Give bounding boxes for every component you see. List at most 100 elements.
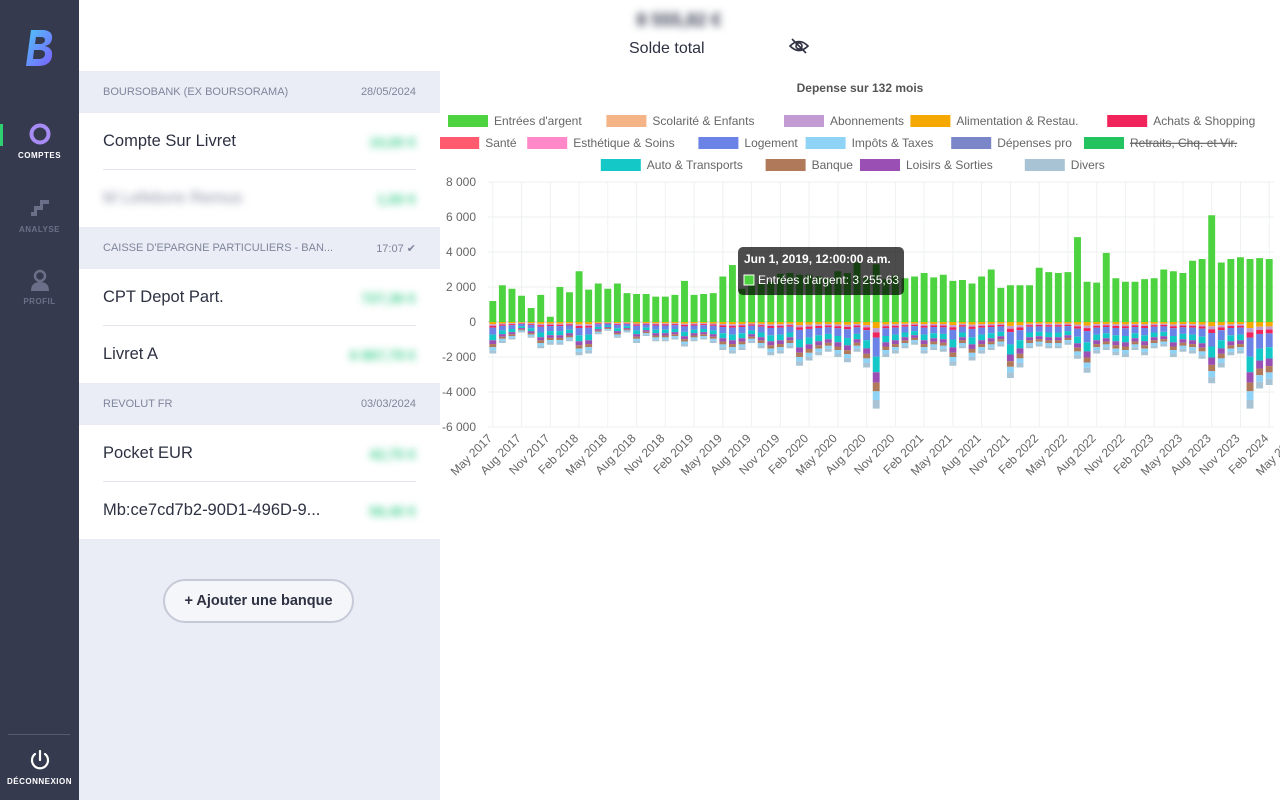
nav-analyse[interactable]: ANALYSE [0, 196, 79, 234]
expense-bar-segment [815, 324, 823, 326]
expense-bar-segment [1189, 325, 1196, 328]
expense-bar-segment [633, 325, 641, 331]
expense-bar-segment [661, 324, 669, 326]
logout-label: DÉCONNEXION [6, 777, 73, 786]
account-row[interactable]: CPT Depot Part. 727,36 € [79, 269, 440, 326]
income-bar [968, 283, 976, 322]
expense-bar-segment [987, 325, 995, 328]
expense-bar-segment [949, 347, 957, 353]
expense-chart[interactable]: Entrées d'argent Scolarité & Enfants Abonn… [440, 101, 1280, 531]
expense-bar-segment [872, 356, 880, 373]
expense-bar-segment [1074, 351, 1081, 356]
expense-bar-segment [1035, 341, 1043, 345]
expense-bar-segment [633, 340, 641, 343]
income-bar [709, 293, 717, 322]
expense-bar-segment [604, 323, 612, 326]
expense-bar-segment [1256, 360, 1264, 369]
nav-comptes[interactable]: COMPTES [0, 122, 79, 160]
expense-bar-segment [1150, 323, 1158, 326]
expense-bar-segment [681, 336, 688, 340]
expense-bar-segment [968, 322, 976, 325]
expense-bar-segment [939, 327, 947, 334]
expense-bar-segment [949, 325, 957, 328]
expense-bar-segment [1179, 324, 1187, 326]
expense-bar-segment [1006, 366, 1014, 373]
expense-bar-segment [920, 324, 928, 326]
expense-bar-segment [1035, 336, 1043, 340]
expense-bar-segment [642, 324, 650, 328]
expense-bar-segment [1121, 342, 1129, 347]
expense-bar-segment [824, 348, 832, 352]
expense-bar-segment [690, 329, 698, 334]
income-bar [1141, 279, 1149, 322]
expense-bar-segment [920, 322, 928, 325]
expense-bar-segment [882, 346, 890, 350]
account-row[interactable]: Livret A 6 867,79 € [79, 326, 440, 383]
expense-bar-segment [786, 332, 794, 338]
bank-name: BOURSOBANK (EX BOURSORAMA) [103, 86, 289, 98]
expense-bar-segment [939, 348, 947, 352]
expense-bar-segment [1198, 347, 1206, 352]
circle-icon [29, 123, 50, 145]
income-bar [978, 276, 986, 322]
expense-bar-segment [1141, 348, 1149, 352]
expense-bar-segment [518, 329, 525, 331]
account-row[interactable]: M Lefebvre Remus 1,50 € [79, 170, 440, 227]
expense-bar-segment [575, 351, 583, 356]
expense-bar-segment [997, 331, 1005, 337]
expense-bar-segment [537, 337, 545, 341]
expense-bar-segment [1198, 322, 1206, 325]
add-bank-button[interactable]: + Ajouter une banque [163, 579, 354, 623]
expense-bar-segment [872, 337, 880, 357]
expense-bar-segment [633, 336, 641, 339]
stairs-icon [30, 200, 49, 216]
account-row[interactable]: Mb:ce7cd7b2-90D1-496D-9... 56,40 € [79, 482, 440, 539]
expense-bar-segment [978, 334, 986, 341]
expense-bar-segment [728, 324, 736, 326]
expense-bar-segment [1131, 341, 1139, 345]
income-bar [546, 316, 554, 322]
expense-bar-segment [805, 348, 813, 353]
legend-swatch [1084, 137, 1124, 149]
expense-bar-segment [1121, 346, 1129, 350]
expense-bar-segment [661, 333, 669, 336]
expense-bar-segment [1150, 332, 1158, 338]
expense-bar-segment [518, 331, 525, 333]
income-bar [585, 289, 593, 322]
y-tick-label: -2 000 [442, 350, 476, 364]
expense-bar-segment [690, 337, 698, 340]
legend-swatch [860, 159, 900, 171]
expense-bar-segment [594, 331, 602, 334]
income-bar [661, 296, 669, 322]
expense-bar-segment [566, 323, 573, 325]
nav-profil[interactable]: PROFIL [0, 268, 79, 306]
expense-bar-segment [959, 345, 966, 349]
expense-bar-segment [728, 350, 736, 354]
expense-bar-segment [728, 327, 736, 335]
expense-bar-segment [671, 332, 679, 335]
expense-bar-segment [1083, 357, 1091, 363]
expense-bar-segment [844, 338, 851, 346]
expense-bar-segment [920, 325, 928, 328]
expense-bar-segment [891, 322, 899, 325]
expense-bar-segment [872, 322, 880, 329]
expense-bar-segment [834, 336, 842, 343]
expense-bar-segment [1169, 336, 1177, 343]
expense-bar-segment [959, 325, 966, 327]
eye-off-icon[interactable] [789, 38, 809, 54]
expense-bar-segment [1064, 324, 1072, 327]
account-row[interactable]: Pocket EUR 42,75 € [79, 425, 440, 482]
legend-swatch [440, 137, 480, 149]
expense-bar-segment [1189, 350, 1196, 354]
expense-bar-segment [1150, 343, 1158, 346]
expense-bar-segment [1121, 350, 1129, 354]
expense-bar-segment [767, 351, 775, 356]
expense-bar-segment [1016, 340, 1024, 349]
expense-bar-segment [805, 356, 813, 361]
expense-bar-segment [556, 342, 564, 345]
account-row[interactable]: Compte Sur Livret 10,00 € [79, 113, 440, 170]
app-logo[interactable] [24, 28, 56, 68]
logout-button[interactable]: DÉCONNEXION [0, 748, 79, 786]
expense-bar-segment [872, 399, 880, 409]
expense-bar-segment [997, 344, 1005, 347]
